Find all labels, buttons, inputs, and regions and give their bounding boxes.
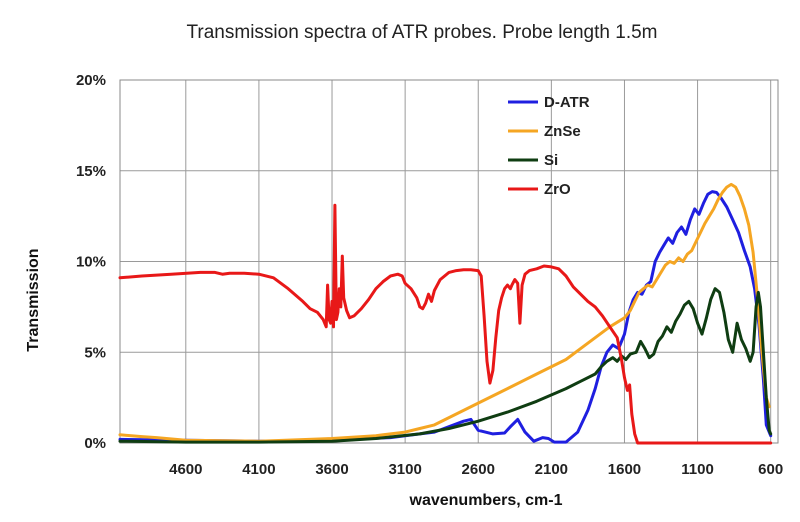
x-tick-label: 2600 xyxy=(462,461,495,478)
y-tick-label: 10% xyxy=(76,254,106,271)
series-layer xyxy=(118,182,773,445)
x-tick-label: 3100 xyxy=(388,461,421,478)
series-line-zro xyxy=(118,203,773,445)
legend-label-znse: ZnSe xyxy=(544,123,581,140)
y-tick-label: 5% xyxy=(84,344,106,361)
legend: D-ATR ZnSe Si ZrO xyxy=(508,94,590,198)
y-tick-label: 15% xyxy=(76,163,106,180)
y-tick-label: 0% xyxy=(84,435,106,452)
x-axis-label: wavenumbers, cm-1 xyxy=(409,492,563,509)
x-tick-label: 1600 xyxy=(608,461,641,478)
plot-frame xyxy=(119,79,779,444)
series-line-d-atr xyxy=(118,190,773,444)
series-line-znse xyxy=(118,182,771,443)
y-axis-label: Transmission xyxy=(25,248,42,351)
x-tick-label: 1100 xyxy=(681,461,714,478)
series-line-si xyxy=(118,287,773,444)
x-tick-label: 3600 xyxy=(315,461,348,478)
legend-label-si: Si xyxy=(544,152,558,169)
x-axis-ticks: 4600 4100 3600 3100 2600 2100 1600 1100 600 xyxy=(169,461,783,478)
chart-title: Transmission spectra of ATR probes. Prob… xyxy=(187,22,658,43)
legend-label-zro: ZrO xyxy=(544,181,571,198)
y-axis-ticks: 0% 5% 10% 15% 20% xyxy=(76,72,106,452)
legend-label-d-atr: D-ATR xyxy=(544,94,590,111)
x-tick-label: 4100 xyxy=(242,461,275,478)
x-tick-label: 2100 xyxy=(535,461,568,478)
x-tick-label: 600 xyxy=(758,461,783,478)
grid xyxy=(120,79,778,444)
x-tick-label: 4600 xyxy=(169,461,202,478)
y-tick-label: 20% xyxy=(76,72,106,89)
